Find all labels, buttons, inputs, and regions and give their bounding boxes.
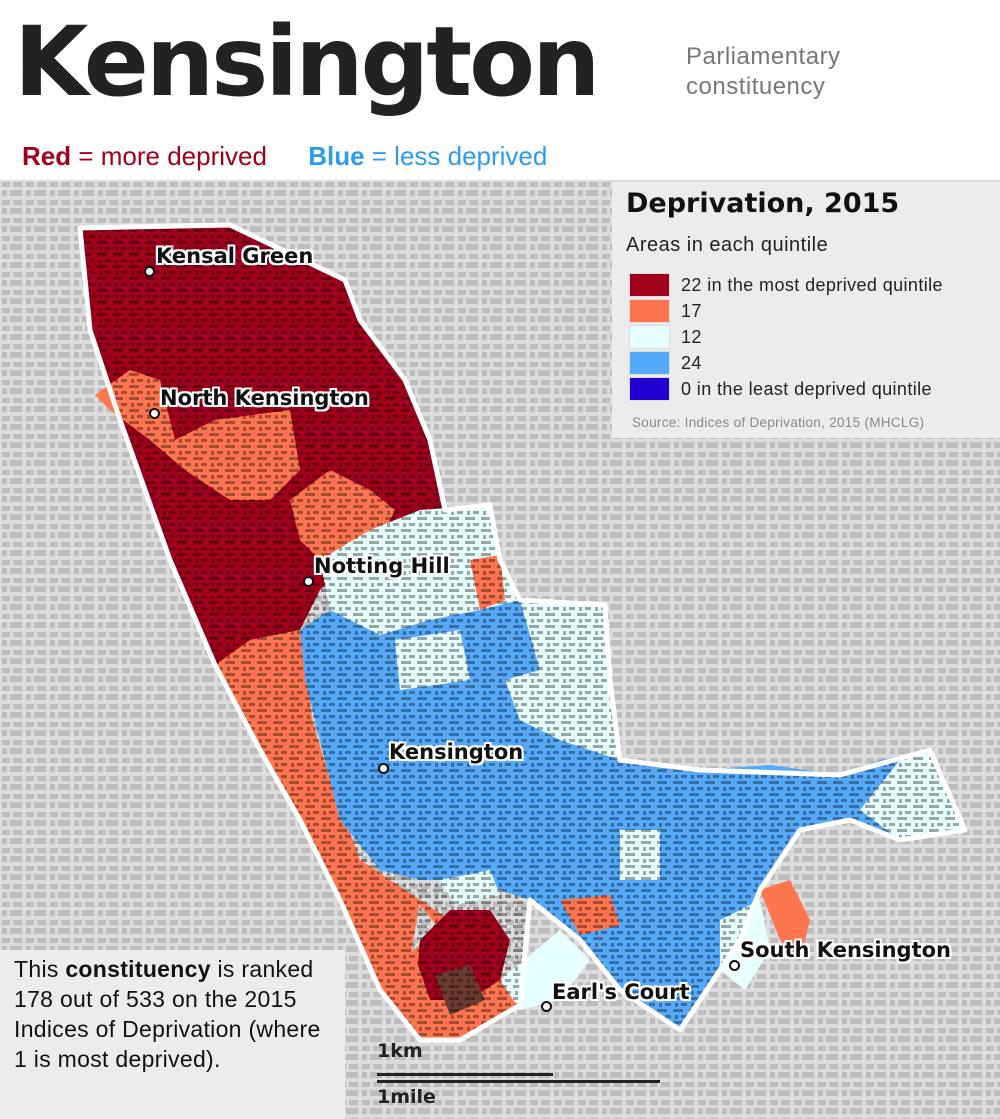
place-marker-icon <box>303 576 314 587</box>
place-marker-icon <box>541 1001 552 1012</box>
map[interactable]: Deprivation, 2015 Areas in each quintile… <box>0 180 1000 1119</box>
legend-swatch <box>629 325 670 349</box>
page-title: Kensington <box>14 6 600 118</box>
scale-bar-km <box>377 1073 553 1076</box>
info-text: This constituency is ranked 178 out of 5… <box>14 954 334 1074</box>
key-blue: Blue = less deprived <box>308 141 547 171</box>
legend-title: Deprivation, 2015 <box>626 188 900 219</box>
place-label-north-kensington[interactable]: North Kensington <box>160 386 369 410</box>
info-pre: This <box>14 956 66 982</box>
legend-swatch <box>629 273 670 297</box>
legend: Deprivation, 2015 Areas in each quintile… <box>612 182 1000 438</box>
legend-label: 12 <box>681 327 702 347</box>
info-box: This constituency is ranked 178 out of 5… <box>0 950 345 1119</box>
scale-km-label: 1km <box>377 1040 423 1062</box>
key-blue-text: = less deprived <box>364 141 548 171</box>
place-label-earls-court[interactable]: Earl's Court <box>552 980 690 1004</box>
key-blue-word: Blue <box>308 141 365 171</box>
legend-swatch <box>629 377 670 401</box>
legend-swatch <box>629 351 670 375</box>
legend-label: 22 in the most deprived quintile <box>681 275 943 295</box>
place-marker-icon <box>149 408 160 419</box>
place-label-notting-hill[interactable]: Notting Hill <box>314 554 450 578</box>
legend-source: Source: Indices of Deprivation, 2015 (MH… <box>632 415 925 430</box>
place-label-kensington[interactable]: Kensington <box>389 740 524 764</box>
key-red-word: Red <box>22 141 72 171</box>
legend-label: 24 <box>681 353 702 373</box>
legend-subtitle: Areas in each quintile <box>626 234 829 256</box>
legend-label: 0 in the least deprived quintile <box>681 379 932 399</box>
constituency-areas <box>77 222 968 1043</box>
header: Kensington Parliamentary constituency Re… <box>0 0 1000 180</box>
key-red: Red = more deprived <box>22 141 267 171</box>
place-marker-icon <box>144 266 155 277</box>
place-label-south-kensington[interactable]: South Kensington <box>740 938 951 962</box>
subtitle-line-2: constituency <box>686 73 826 100</box>
subtitle-line-1: Parliamentary <box>686 43 841 70</box>
info-post: is ranked 178 out of 533 on the 2015 Ind… <box>14 956 321 1072</box>
legend-swatch <box>629 299 670 323</box>
key-red-text: = more deprived <box>71 141 267 171</box>
scale-mile-label: 1mile <box>377 1086 436 1108</box>
page-subtitle: Parliamentary constituency <box>686 42 841 102</box>
place-marker-icon <box>378 763 389 774</box>
info-bold: constituency <box>65 956 211 982</box>
place-marker-icon <box>729 960 740 971</box>
color-key: Red = more deprived Blue = less deprived <box>22 138 547 174</box>
scale-bar-mile <box>377 1080 660 1083</box>
legend-label: 17 <box>681 301 702 321</box>
place-label-kensal-green[interactable]: Kensal Green <box>156 244 314 268</box>
